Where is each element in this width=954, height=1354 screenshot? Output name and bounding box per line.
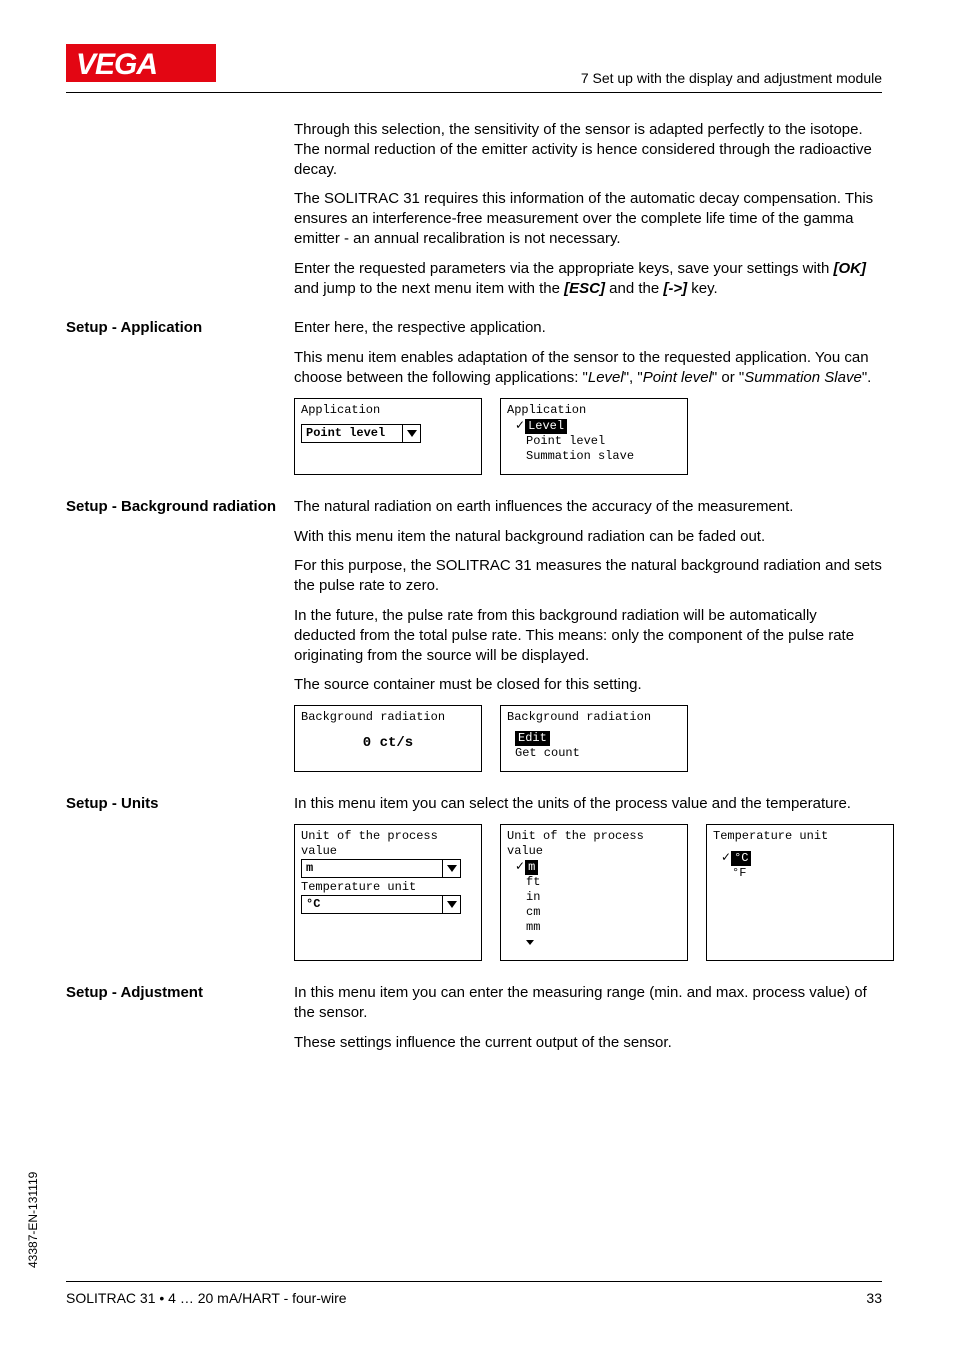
option-get-count[interactable]: Get count: [515, 746, 681, 761]
empty-label: [66, 120, 294, 308]
label-units: Setup - Units: [66, 794, 294, 975]
option-summation-slave[interactable]: Summation slave: [515, 449, 681, 464]
lcd-title: Temperature unit: [713, 829, 887, 844]
svg-text:VEGA: VEGA: [76, 48, 157, 81]
lcd-title: Background radiation: [301, 710, 475, 725]
lcd-title: Unit of the process value: [507, 829, 681, 859]
lcd-title: Application: [507, 403, 681, 418]
background-p1: The natural radiation on earth influence…: [294, 497, 882, 517]
lcd-process-unit-options: Unit of the process value ✓m ft in cm mm: [500, 824, 688, 961]
page: VEGA 7 Set up with the display and adjus…: [0, 0, 954, 1354]
header-section-title: 7 Set up with the display and adjustment…: [581, 70, 882, 86]
option-celsius[interactable]: ✓°C: [721, 850, 887, 866]
lcd-label-process-unit: Unit of the process value: [301, 829, 475, 859]
header-rule: [66, 92, 882, 93]
lcd-title: Application: [301, 403, 475, 418]
intro-p3: Enter the requested parameters via the a…: [294, 259, 882, 299]
option-ft[interactable]: ft: [515, 875, 681, 890]
document-id-vertical: 43387-EN-131119: [26, 1172, 40, 1268]
label-application: Setup - Application: [66, 318, 294, 488]
option-level[interactable]: ✓Level: [515, 418, 681, 434]
option-in[interactable]: in: [515, 890, 681, 905]
chevron-down-icon: [402, 425, 420, 442]
lcd-background-options: Background radiation Edit Get count: [500, 705, 688, 772]
units-p1: In this menu item you can select the uni…: [294, 794, 894, 814]
lcd-background-value: Background radiation 0 ct/s: [294, 705, 482, 772]
option-m[interactable]: ✓m: [515, 859, 681, 875]
brand-logo: VEGA: [66, 44, 216, 87]
background-p3: For this purpose, the SOLITRAC 31 measur…: [294, 556, 882, 596]
lcd-application-select: Application Point level: [294, 398, 482, 475]
intro-p1: Through this selection, the sensitivity …: [294, 120, 882, 179]
intro-p2: The SOLITRAC 31 requires this informatio…: [294, 189, 882, 248]
footer-rule: [66, 1281, 882, 1282]
label-adjustment: Setup - Adjustment: [66, 983, 294, 1062]
option-edit[interactable]: Edit: [515, 731, 681, 746]
option-mm[interactable]: mm: [515, 920, 681, 950]
lcd-label-temp-unit: Temperature unit: [301, 880, 475, 895]
lcd-title: Background radiation: [507, 710, 681, 725]
label-background: Setup - Background radiation: [66, 497, 294, 786]
content: Through this selection, the sensitivity …: [66, 120, 882, 1264]
option-fahrenheit[interactable]: °F: [721, 866, 887, 881]
adjustment-p2: These settings influence the current out…: [294, 1033, 882, 1053]
application-p1: Enter here, the respective application.: [294, 318, 882, 338]
lcd-units-select: Unit of the process value m Temperature …: [294, 824, 482, 961]
background-p2: With this menu item the natural backgrou…: [294, 527, 882, 547]
dropdown-process-unit[interactable]: m: [301, 859, 461, 878]
lcd-application-options: Application ✓Level Point level Summation…: [500, 398, 688, 475]
chevron-down-icon: [526, 940, 534, 945]
background-p5: The source container must be closed for …: [294, 675, 882, 695]
application-p2: This menu item enables adaptation of the…: [294, 348, 882, 388]
chevron-down-icon: [442, 860, 460, 877]
option-cm[interactable]: cm: [515, 905, 681, 920]
dropdown-temp-unit[interactable]: °C: [301, 895, 461, 914]
chevron-down-icon: [442, 896, 460, 913]
page-number: 33: [866, 1290, 882, 1306]
dropdown-application[interactable]: Point level: [301, 424, 421, 443]
footer-title: SOLITRAC 31 • 4 … 20 mA/HART - four-wire: [66, 1290, 347, 1306]
option-point-level[interactable]: Point level: [515, 434, 681, 449]
adjustment-p1: In this menu item you can enter the meas…: [294, 983, 882, 1023]
lcd-temp-unit-options: Temperature unit ✓°C °F: [706, 824, 894, 961]
background-p4: In the future, the pulse rate from this …: [294, 606, 882, 665]
background-rate-value: 0 ct/s: [301, 725, 475, 759]
